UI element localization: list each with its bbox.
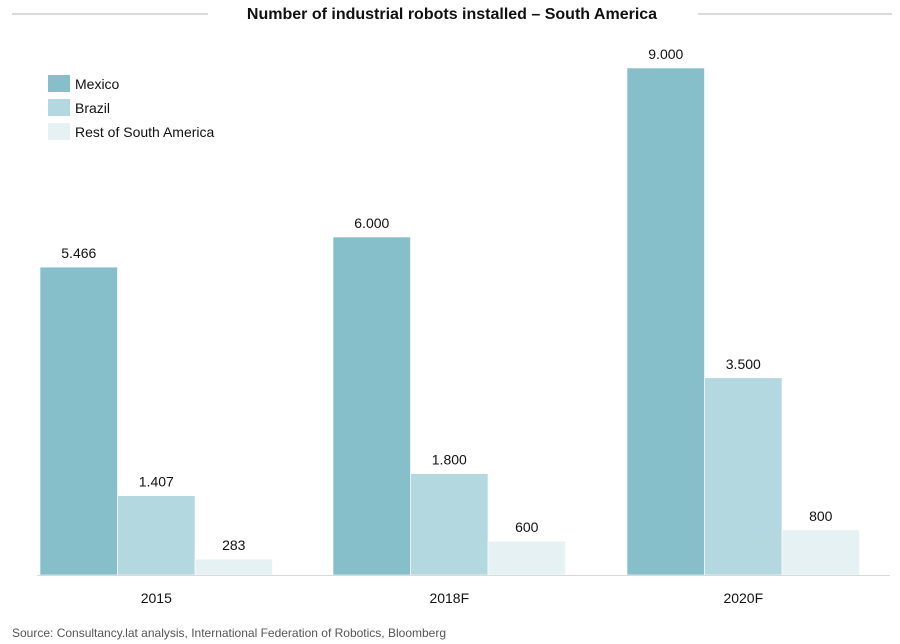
x-tick-label: 2015 — [141, 590, 172, 606]
value-label: 1.800 — [432, 452, 467, 468]
bar-rest-of-south-america-2018f — [487, 540, 566, 576]
legend-swatch — [48, 75, 70, 92]
legend-label: Mexico — [75, 76, 120, 92]
value-label: 5.466 — [61, 245, 96, 261]
x-tick-label: 2020F — [723, 590, 763, 606]
legend-swatch — [48, 99, 70, 116]
bar-mexico-2015 — [39, 266, 118, 576]
bar-brazil-2020f — [704, 377, 783, 576]
chart-title: Number of industrial robots installed – … — [247, 6, 657, 23]
bar-rest-of-south-america-2015 — [194, 558, 273, 576]
bar-mexico-2020f — [626, 67, 705, 576]
x-tick-labels: 2015 2018F 2020F — [141, 590, 763, 606]
source-note: Source: Consultancy.lat analysis, Intern… — [12, 626, 446, 640]
legend-swatch — [48, 123, 70, 140]
value-label: 283 — [222, 537, 246, 553]
value-label: 800 — [809, 508, 833, 524]
value-labels-layer: 5.466 1.407 283 6.000 1.800 600 9.000 3.500 800 — [61, 46, 832, 553]
legend: Mexico Brazil Rest of South America — [48, 75, 215, 140]
x-tick-label: 2018F — [429, 590, 469, 606]
legend-label: Brazil — [75, 100, 110, 116]
bar-brazil-2015 — [117, 495, 196, 576]
value-label: 6.000 — [354, 215, 389, 231]
value-label: 9.000 — [648, 46, 683, 62]
value-label: 3.500 — [726, 356, 761, 372]
bars-layer — [39, 67, 860, 576]
bar-brazil-2018f — [410, 473, 489, 576]
value-label: 1.407 — [139, 474, 174, 490]
legend-label: Rest of South America — [75, 124, 215, 140]
bar-mexico-2018f — [332, 236, 411, 576]
bar-rest-of-south-america-2020f — [781, 529, 860, 576]
value-label: 600 — [515, 519, 539, 535]
